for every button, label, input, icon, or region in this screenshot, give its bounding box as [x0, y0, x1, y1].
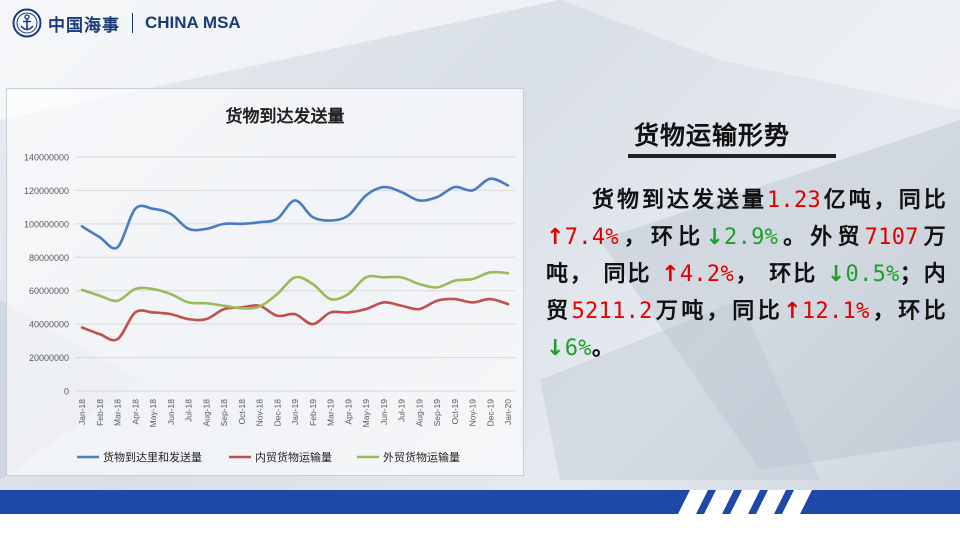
x-tick-label: Jan-19 [290, 399, 300, 425]
x-tick-label: Jun-18 [166, 399, 176, 425]
series-line-2 [80, 297, 510, 342]
x-tick-label: Mar-19 [326, 399, 336, 426]
header-logo: 中国海事 CHINA MSA [12, 8, 241, 38]
summary-text: ，环比 [618, 225, 706, 250]
y-tick-label: 100000000 [24, 219, 69, 229]
summary-paragraph: 货物到达发送量1.23亿吨，同比↑7.4%，环比↓2.9%。外贸7107万吨， … [546, 182, 946, 367]
total-yoy-value: 7.4% [564, 225, 619, 250]
y-tick-label: 0 [64, 387, 69, 397]
domestic-volume-value: 5211.2 [571, 299, 653, 324]
x-tick-label: Sep-18 [219, 399, 229, 427]
x-tick-label: Nov-18 [255, 399, 265, 427]
arrow-down-icon: ↓ [705, 225, 725, 250]
summary-text: 万吨， 同比 [546, 225, 946, 287]
foreign-volume-value: 7107 [864, 225, 919, 250]
foreign-mom-value: 0.5% [845, 262, 900, 287]
arrow-down-icon: ↓ [826, 262, 846, 287]
x-tick-label: Sep-19 [432, 399, 442, 427]
summary-text: 。外贸 [778, 225, 865, 250]
y-tick-label: 40000000 [29, 320, 69, 330]
summary-text: 货物到达发送量 [592, 188, 767, 213]
x-tick-label: Dec-18 [272, 399, 282, 427]
x-tick-label: Aug-18 [201, 399, 211, 427]
x-tick-label: Dec-19 [485, 399, 495, 427]
legend-label: 外贸货物运输量 [383, 450, 460, 464]
x-tick-label: Nov-19 [468, 399, 478, 427]
bottom-stripe-band [0, 490, 960, 514]
x-tick-label: Jan-20 [503, 399, 513, 425]
summary-text: ， 环比 [734, 262, 827, 287]
y-tick-label: 140000000 [24, 153, 69, 163]
section-title: 货物运输形势 [634, 121, 791, 150]
summary-text: 万吨，同比 [652, 299, 784, 324]
x-tick-label: Apr-18 [130, 399, 140, 425]
summary-text: ，环比 [869, 299, 946, 324]
series-line-3 [80, 270, 510, 310]
domestic-yoy-value: 12.1% [801, 299, 870, 324]
y-tick-label: 20000000 [29, 353, 69, 363]
summary-text: ；内贸 [546, 262, 946, 324]
x-tick-label: Jul-19 [397, 399, 407, 422]
brand-cn-name: 中国海事 [48, 15, 120, 36]
series-line-1 [80, 177, 510, 250]
x-tick-label: Jul-18 [184, 399, 194, 422]
x-tick-label: Aug-19 [414, 399, 424, 427]
y-tick-label: 60000000 [29, 286, 69, 296]
anchor-seal-icon [12, 8, 42, 38]
x-tick-label: Feb-18 [95, 399, 105, 426]
arrow-down-icon: ↓ [546, 336, 565, 361]
y-tick-label: 120000000 [24, 186, 69, 196]
y-tick-label: 80000000 [29, 253, 69, 263]
brand-en-name: CHINA MSA [145, 13, 241, 32]
x-tick-label: Feb-19 [308, 399, 318, 426]
total-mom-value: 2.9% [724, 225, 779, 250]
domestic-mom-value: 6% [564, 336, 592, 361]
arrow-up-icon: ↑ [546, 225, 565, 250]
summary-text: 。 [591, 336, 615, 361]
foreign-yoy-value: 4.2% [679, 262, 735, 287]
summary-text: 亿吨，同比 [821, 188, 946, 213]
line-chart: 货物到达发送量 0 20000000 40000000 60000000 80000000… [24, 106, 515, 464]
arrow-up-icon: ↑ [783, 299, 802, 324]
x-tick-label: Mar-18 [113, 399, 123, 426]
x-tick-label: May-18 [148, 399, 158, 428]
legend-label: 货物到达里和发送量 [103, 450, 202, 464]
title-underline [628, 154, 836, 158]
x-tick-label: Oct-18 [237, 399, 247, 425]
legend-label: 内贸货物运输量 [255, 450, 332, 464]
arrow-up-icon: ↑ [661, 262, 680, 287]
brand-divider [132, 13, 133, 33]
chart-panel: 货物到达发送量 0 20000000 40000000 60000000 80000000… [6, 88, 524, 476]
x-tick-label: Jan-18 [77, 399, 87, 425]
x-tick-label: May-19 [361, 399, 371, 428]
x-tick-label: Oct-19 [450, 399, 460, 425]
x-tick-label: Jun-19 [379, 399, 389, 425]
x-tick-label: Apr-19 [343, 399, 353, 425]
chart-title: 货物到达发送量 [226, 106, 345, 127]
total-volume-value: 1.23 [766, 188, 822, 213]
